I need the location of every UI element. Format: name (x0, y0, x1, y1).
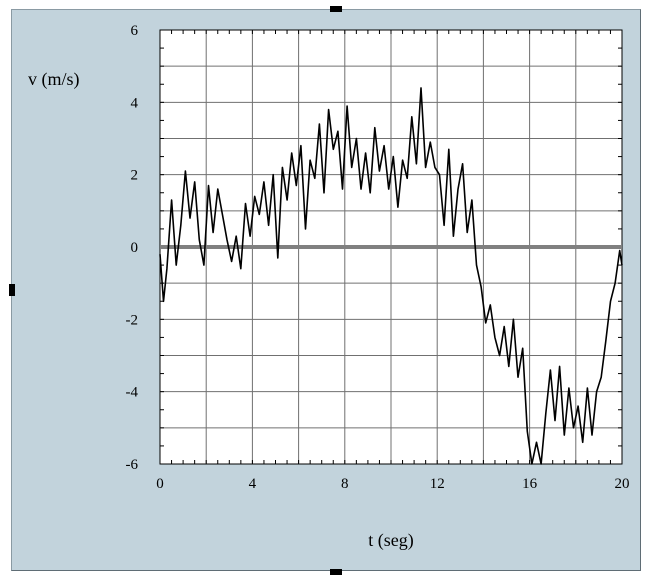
y-tick-label: 2 (131, 168, 139, 184)
velocity-series-line (159, 87, 623, 465)
y-tick-label: -6 (126, 457, 139, 473)
x-tick-label: 12 (430, 476, 445, 492)
resize-handle-bottom[interactable] (330, 569, 342, 575)
x-tick-label: 20 (615, 476, 630, 492)
y-axis-label: v (m/s) (28, 69, 80, 90)
y-tick-label: 0 (131, 240, 139, 256)
x-axis-label: t (seg) (368, 530, 413, 551)
x-tick-label: 4 (249, 476, 257, 492)
resize-handle-left[interactable] (9, 284, 15, 296)
y-tick-label: -2 (126, 312, 139, 328)
x-tick-label: 8 (341, 476, 349, 492)
x-tick-label: 0 (156, 476, 164, 492)
y-tick-label: -4 (126, 385, 139, 401)
x-tick-labels: 0 4 8 12 16 20 (156, 476, 629, 492)
resize-handle-top[interactable] (330, 6, 342, 12)
y-tick-label: 6 (131, 23, 139, 39)
y-tick-labels: 6 4 2 0 -2 -4 -6 (126, 23, 139, 473)
x-tick-label: 16 (522, 476, 538, 492)
y-tick-label: 4 (131, 95, 139, 111)
minor-ticks (159, 29, 623, 465)
